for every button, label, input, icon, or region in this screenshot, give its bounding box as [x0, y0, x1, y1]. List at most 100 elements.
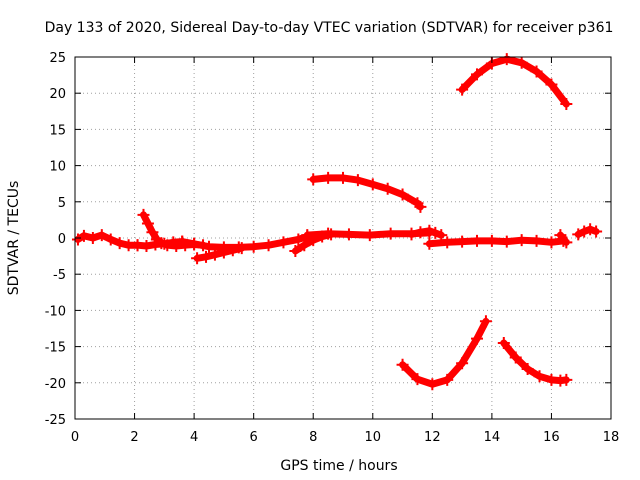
data-point — [396, 188, 409, 201]
x-tick-label: 10 — [365, 430, 382, 445]
data-point — [578, 225, 591, 238]
series-trace-9 — [423, 234, 570, 250]
data-point — [141, 217, 154, 230]
x-tick-label: 2 — [130, 430, 138, 445]
x-tick-label: 8 — [309, 430, 317, 445]
x-tick-label: 6 — [250, 430, 258, 445]
y-axis-label: SDTVAR / TECUs — [6, 181, 22, 296]
data-point — [307, 173, 320, 186]
data-point — [247, 240, 260, 253]
series-trace-11 — [572, 223, 603, 241]
y-tick-label: 15 — [49, 123, 66, 138]
data-point — [423, 224, 436, 237]
data-point — [235, 242, 248, 255]
series-line — [458, 55, 570, 108]
data-point — [262, 239, 275, 252]
data-point — [560, 98, 573, 111]
data-point — [405, 228, 418, 241]
data-point — [545, 78, 558, 91]
data-point — [322, 227, 335, 240]
data-point — [95, 229, 108, 242]
series-trace-1 — [71, 229, 144, 252]
data-point — [471, 332, 483, 345]
series-trace-15 — [497, 336, 573, 387]
data-point — [146, 226, 159, 239]
data-point — [426, 378, 439, 391]
y-axis-ticks: 25 20 15 10 5 0 -5 -10 -15 -20 -25 — [45, 51, 611, 428]
data-point — [411, 373, 424, 386]
data-point — [485, 234, 498, 247]
data-point — [590, 225, 603, 238]
data-point — [86, 232, 99, 244]
data-point — [429, 226, 442, 239]
data-point — [366, 178, 379, 191]
data-point — [414, 200, 427, 213]
data-point — [113, 237, 126, 250]
data-point — [584, 223, 597, 236]
series-trace-8 — [405, 224, 448, 242]
y-tick-label: -25 — [45, 413, 66, 428]
series-line — [309, 174, 424, 211]
data-point — [521, 363, 534, 376]
series-line — [178, 233, 311, 251]
y-tick-label: -20 — [45, 377, 66, 392]
data-point — [545, 236, 558, 249]
data-point — [277, 236, 290, 249]
data-point — [560, 236, 573, 249]
data-point — [572, 228, 585, 241]
data-point — [203, 240, 215, 253]
data-point — [140, 239, 153, 252]
data-point — [435, 229, 448, 242]
data-point — [137, 208, 150, 221]
data-point — [414, 226, 427, 239]
data-point — [226, 244, 239, 257]
x-tick-label: 14 — [484, 430, 501, 445]
data-point — [500, 53, 513, 66]
series-trace-5 — [191, 242, 248, 265]
x-axis-ticks: 0 2 4 6 8 10 12 14 16 18 — [71, 57, 619, 445]
series-trace-13 — [456, 53, 573, 111]
y-tick-label: 5 — [58, 196, 66, 211]
y-tick-label: 25 — [49, 51, 66, 66]
y-tick-label: -10 — [45, 304, 66, 319]
data-point — [533, 370, 546, 383]
data-point — [456, 235, 469, 248]
data-point — [500, 235, 513, 248]
data-point — [554, 229, 567, 242]
data-point — [509, 351, 522, 364]
data-point — [342, 228, 355, 241]
data-point — [456, 83, 469, 96]
data-point — [441, 236, 454, 249]
data-point — [530, 65, 543, 78]
data-point — [292, 233, 305, 246]
y-tick-label: 0 — [58, 232, 66, 247]
data-point — [479, 315, 492, 328]
data-point — [217, 246, 230, 259]
series-line — [500, 339, 570, 385]
series-trace-14 — [396, 315, 492, 391]
y-tick-label: -5 — [53, 268, 66, 283]
data-point — [77, 229, 90, 242]
data-point — [301, 229, 314, 242]
data-point — [104, 233, 117, 246]
data-point — [423, 237, 436, 250]
data-point — [560, 373, 573, 386]
data-traces — [71, 53, 603, 391]
x-tick-label: 4 — [190, 430, 198, 445]
data-point — [351, 174, 364, 187]
x-tick-label: 0 — [71, 430, 79, 445]
data-point — [515, 234, 528, 247]
data-point — [396, 358, 409, 371]
series-trace-10 — [554, 229, 573, 249]
data-point — [497, 336, 510, 349]
y-tick-label: 20 — [49, 87, 66, 102]
series-line — [574, 225, 600, 238]
data-point — [337, 171, 349, 184]
data-point — [381, 182, 394, 195]
data-point — [384, 227, 397, 240]
data-point — [208, 248, 221, 261]
data-point — [176, 235, 189, 248]
x-tick-label: 12 — [424, 430, 441, 445]
data-point — [456, 357, 469, 370]
